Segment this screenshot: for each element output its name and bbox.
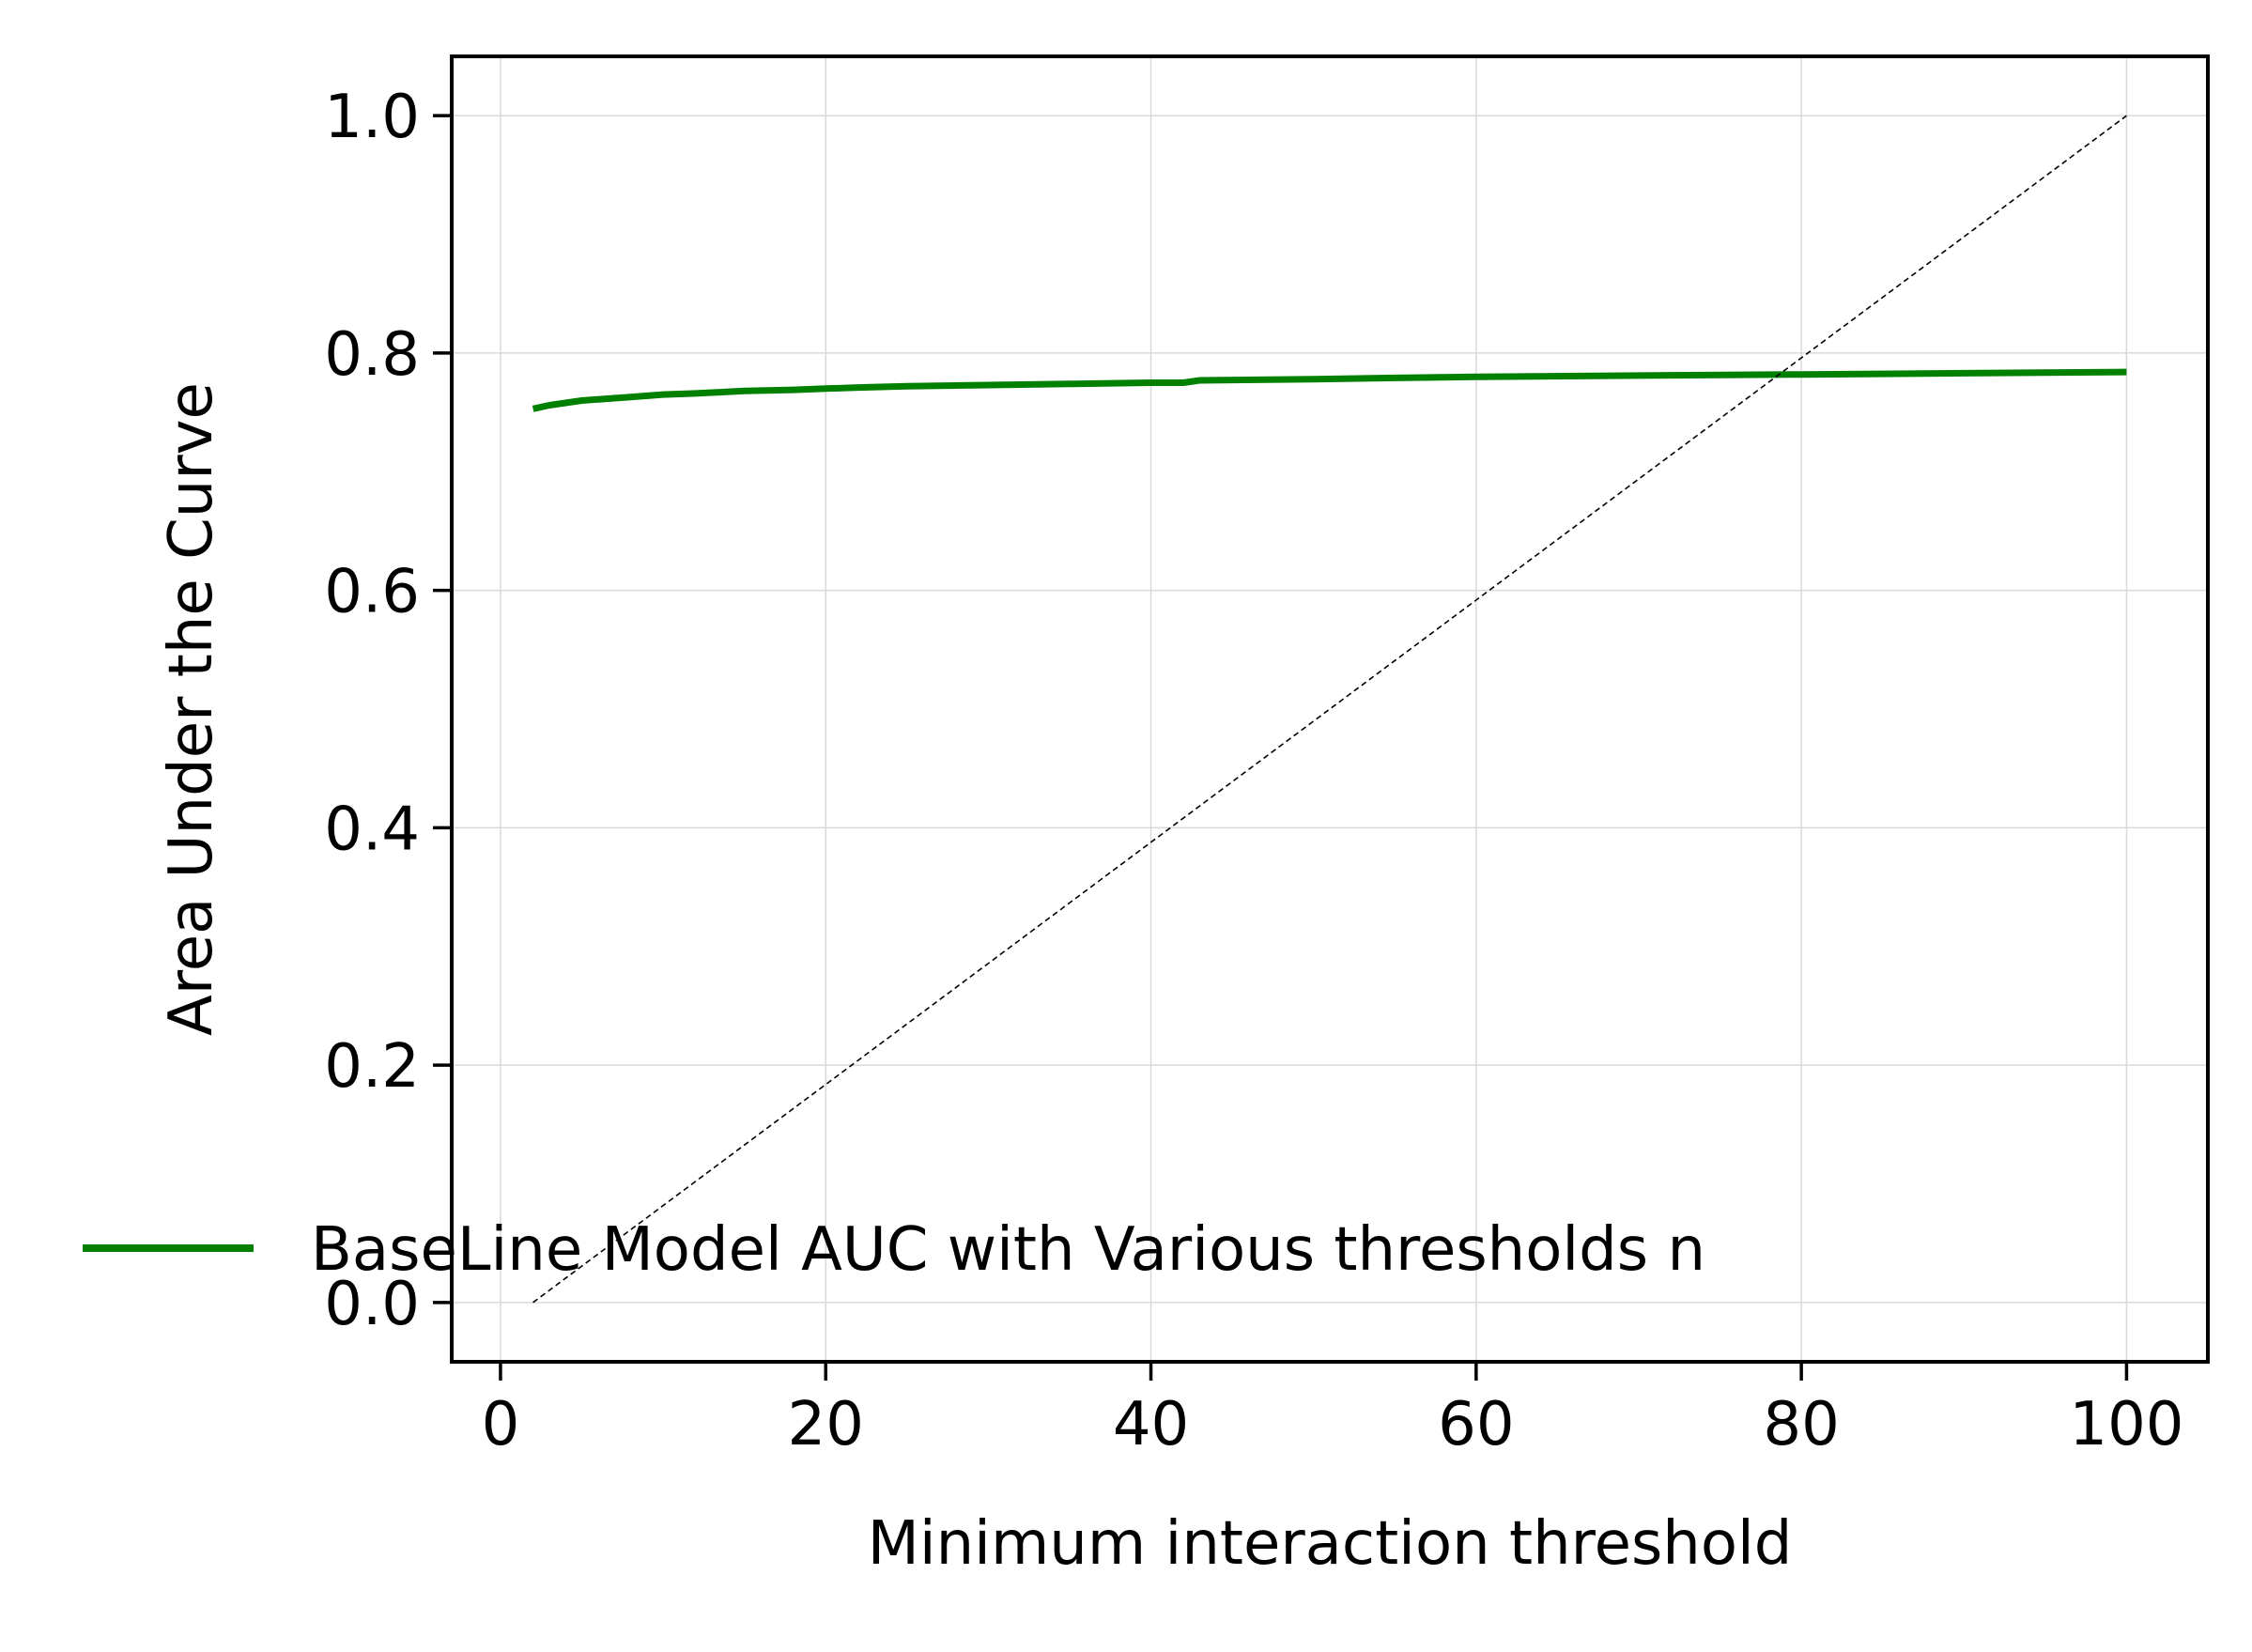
- y-axis-label: Area Under the Curve: [157, 382, 226, 1036]
- legend: BaseLine Model AUC with Various threshol…: [83, 1215, 1705, 1285]
- plot-frame: [450, 54, 2210, 1364]
- x-tick-label: 20: [788, 1390, 864, 1459]
- y-tick-label: 0.2: [324, 1032, 420, 1102]
- series-line-reference-diagonal: [532, 115, 2127, 1304]
- x-tick-label: 0: [482, 1390, 520, 1459]
- x-tick-label: 80: [1763, 1390, 1839, 1459]
- x-tick-label: 40: [1113, 1390, 1189, 1459]
- y-tick-label: 0.0: [324, 1270, 420, 1339]
- series-line-baseline-auc: [532, 368, 2127, 412]
- x-axis-label: Minimum interaction threshold: [868, 1509, 1793, 1579]
- y-tick-label: 0.8: [324, 320, 420, 390]
- y-tick-label: 0.6: [324, 558, 420, 627]
- y-tick-label: 0.4: [324, 795, 420, 864]
- legend-label-baseline: BaseLine Model AUC with Various threshol…: [311, 1215, 1705, 1285]
- series-layer: [532, 115, 2127, 1304]
- axis-ticks: 0 20 40 60 80 100 0.0 0.2 0.4 0.6 0.8 1.0: [324, 83, 2183, 1459]
- x-tick-label: 60: [1438, 1390, 1514, 1459]
- x-tick-label: 100: [2069, 1390, 2183, 1459]
- y-tick-label: 1.0: [324, 83, 420, 152]
- grid-lines: [452, 56, 2208, 1362]
